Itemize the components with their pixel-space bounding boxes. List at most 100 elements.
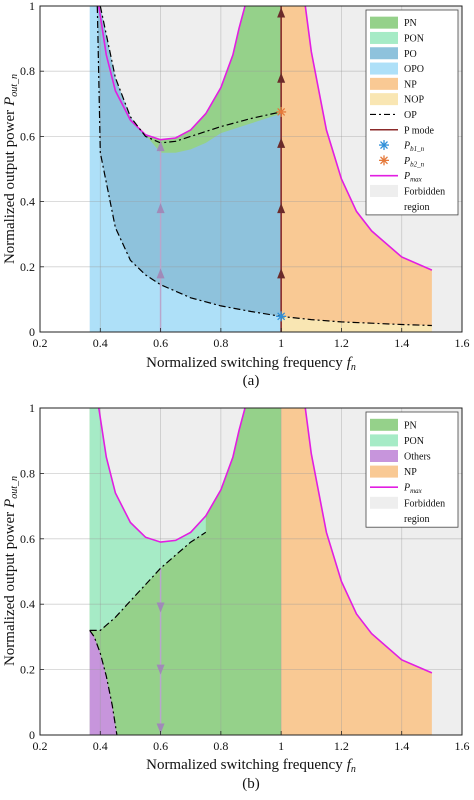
ticks-b: 0.2 0.4 0.6 0.8 1 1.2 1.4 1.600.20.40.60.81 — [20, 401, 470, 753]
legend-swatch — [370, 16, 398, 29]
x-tick-label: 1.6 — [455, 336, 470, 350]
y-tick-label: 1 — [29, 401, 35, 415]
legend-label: PO — [404, 49, 417, 60]
y-axis-label-a: Normalized output power Pout_n — [2, 74, 20, 264]
x-axis-label-text: Normalized switching frequency — [146, 757, 343, 773]
opo-region — [89, 6, 432, 332]
curves-a — [96, 6, 433, 332]
p-b2-marker — [276, 106, 287, 117]
op-boundary-upper — [99, 6, 282, 144]
x-tick-label: 0.2 — [33, 739, 48, 753]
pon-pn-boundary — [89, 531, 207, 631]
x-axis-subscript: n — [351, 362, 356, 373]
legend-star-marker — [379, 155, 389, 166]
x-tick-label: 1 — [278, 739, 284, 753]
p-b1-marker — [276, 311, 287, 322]
x-tick-label: 0.4 — [93, 739, 108, 753]
legend-label: NP — [404, 467, 417, 478]
axes-frame-b — [39, 407, 463, 736]
x-tick-label: 1.4 — [394, 739, 409, 753]
legend-label-line: region — [404, 514, 430, 525]
legend-item: PO — [370, 47, 417, 60]
y-axis-subscript: out_n — [9, 74, 20, 97]
trajectory-arrow — [156, 602, 165, 613]
stars-a — [276, 106, 287, 322]
x-tick-label: 0.6 — [153, 336, 168, 350]
axes-frame-a — [39, 5, 463, 333]
legend-item: PON — [370, 31, 424, 44]
trajectory-arrow — [156, 268, 165, 279]
trajectory-arrow — [156, 141, 165, 152]
y-axis-label-b: Normalized output power Pout_n — [2, 476, 20, 666]
y-axis-label-text: Normalized output power — [2, 110, 18, 264]
y-axis-symbol: P — [2, 499, 18, 509]
p-max-curve-right — [304, 408, 433, 674]
x-tick-label: 0.8 — [213, 739, 228, 753]
legend-label: Pmax — [403, 171, 423, 184]
legend-item: P mode — [370, 125, 434, 136]
p-max-curve-left — [98, 6, 246, 141]
legend-swatch — [370, 434, 398, 447]
x-tick-label: 0.4 — [93, 336, 108, 350]
arrows-a — [156, 7, 286, 279]
x-axis-symbol: f — [347, 757, 353, 773]
pn-region — [145, 6, 282, 153]
x-tick-label: 1.2 — [334, 739, 349, 753]
legend-swatch — [370, 47, 398, 60]
legend-label-line: Forbidden — [404, 498, 445, 509]
legend-swatch — [370, 496, 398, 509]
star-stroke — [380, 156, 388, 165]
trajectory-arrow — [156, 723, 165, 734]
x-tick-label: 0.6 — [153, 739, 168, 753]
po-region — [97, 6, 282, 317]
legend-star-marker — [379, 140, 389, 151]
p-max-curve-left — [98, 408, 246, 543]
x-axis-label-text: Normalized switching frequency — [146, 355, 343, 371]
x-axis-label-a: Normalized switching frequency fn — [146, 355, 356, 373]
legend-label: PON — [404, 436, 424, 447]
trajectory-arrow — [156, 664, 165, 675]
legend-box — [365, 9, 459, 216]
legend-item: Forbidden region — [370, 496, 445, 525]
legend-swatch — [370, 93, 398, 106]
x-axis-subscript: n — [351, 764, 356, 775]
op-boundary-lower — [96, 6, 432, 327]
legend-swatch — [370, 184, 398, 197]
x-axis-symbol: f — [347, 355, 353, 371]
star-stroke — [380, 141, 388, 150]
star-stroke — [277, 312, 286, 321]
y-tick-label: 0.4 — [20, 195, 35, 209]
legend-label: P mode — [404, 125, 434, 136]
legend-label-line: region — [404, 202, 430, 213]
legend-label: Pb1_n — [403, 141, 425, 154]
legend-item: Others — [370, 450, 431, 463]
y-tick-label: 0.8 — [20, 466, 35, 480]
legend-label-main: P — [403, 171, 410, 182]
np-region — [281, 6, 432, 326]
panel-b: 0.2 0.4 0.6 0.8 1 1.2 1.4 1.600.20.40.60.81 Nor… — [2, 401, 470, 792]
y-tick-label: 0.4 — [20, 597, 35, 611]
p-mode-arrow — [277, 203, 286, 214]
p-mode-arrow — [277, 268, 286, 279]
legend-item: Pb1_n — [379, 140, 425, 153]
legend-label-main: P — [403, 483, 410, 494]
x-tick-label: 1.6 — [455, 739, 470, 753]
legend-label: OP — [404, 110, 417, 121]
legend-item: Pmax — [370, 171, 423, 184]
y-axis-label-text: Normalized output power — [2, 512, 18, 666]
legend-swatch — [370, 31, 398, 44]
pn-region — [89, 408, 282, 735]
x-tick-label: 1 — [278, 336, 284, 350]
legend-label-subscript: max — [410, 487, 423, 495]
pon-region — [89, 408, 206, 631]
legend-b: PN PON Others NP Pmax Forbidden region — [365, 411, 459, 528]
legend-swatch — [370, 465, 398, 478]
legend-label-main: P — [403, 156, 410, 167]
arrows-b — [156, 602, 165, 734]
legend-label-subscript: b2_n — [410, 160, 425, 168]
x-tick-label: 1.2 — [334, 336, 349, 350]
legend-item: PN — [370, 418, 417, 431]
legend-label: PN — [404, 18, 417, 29]
